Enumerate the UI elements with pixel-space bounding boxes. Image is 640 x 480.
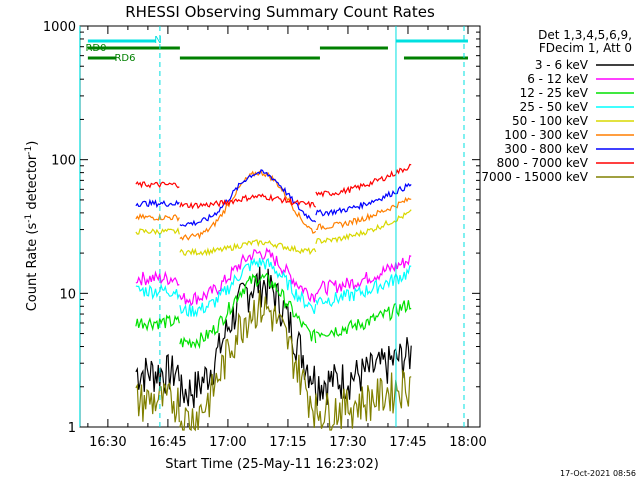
- series-line: [135, 212, 180, 222]
- flag-label: RD0: [85, 43, 106, 54]
- y-tick-label: 10: [59, 287, 76, 302]
- series-line: [135, 282, 180, 301]
- timestamp: 17-Oct-2021 08:56: [560, 469, 636, 478]
- y-axis-label-sup1: -1: [24, 214, 34, 223]
- flag-label: N: [154, 35, 161, 46]
- series-line: [315, 254, 412, 297]
- y-tick-label: 1: [68, 421, 76, 436]
- legend: Det 1,3,4,5,6,9, FDecim 1, Att 0 3 - 6 k…: [481, 28, 634, 184]
- series-line: [179, 257, 317, 318]
- series-line: [315, 163, 412, 198]
- series-line: [315, 196, 412, 231]
- plot-frame: [79, 25, 481, 428]
- series-line: [135, 382, 180, 423]
- series-layer: [135, 163, 412, 432]
- series-line: [135, 227, 180, 236]
- series-line: [315, 337, 412, 406]
- x-tick-label: 16:30: [89, 435, 126, 450]
- series-line: [315, 300, 412, 339]
- y-axis-label-main: Count Rate (s: [25, 223, 40, 312]
- legend-entry-label: 25 - 50 keV: [520, 100, 589, 114]
- plot-area: [79, 25, 481, 428]
- legend-entry-label: 6 - 12 keV: [527, 72, 589, 86]
- y-axis-label-mid: detector: [25, 154, 40, 214]
- series-line: [135, 270, 180, 286]
- series-line: [315, 209, 412, 244]
- vline-layer: [79, 26, 465, 427]
- x-axis: 16:30 16:45 17:00 17:15 17:30 17:45 18:00: [87, 26, 487, 450]
- series-line: [179, 266, 317, 409]
- y-axis-label-end: ): [25, 141, 40, 146]
- legend-entry-label: 100 - 300 keV: [504, 128, 588, 142]
- y-axis: 1 10 100 1000: [43, 20, 480, 436]
- series-line: [135, 180, 180, 189]
- flag-label: RD6: [114, 53, 135, 64]
- series-line: [179, 247, 317, 307]
- legend-entry-label: 3 - 6 keV: [535, 58, 589, 72]
- legend-entry-label: 800 - 7000 keV: [497, 156, 589, 170]
- series-line: [179, 239, 317, 257]
- x-tick-label: 17:00: [209, 435, 246, 450]
- y-axis-label: Count Rate (s-1 detector-1): [24, 141, 40, 312]
- series-line: [179, 169, 317, 227]
- x-tick-label: 17:30: [329, 435, 366, 450]
- legend-header-line1: Det 1,3,4,5,6,9,: [538, 28, 632, 42]
- legend-entry-label: 12 - 25 keV: [520, 86, 589, 100]
- series-line: [315, 369, 412, 431]
- legend-entry-label: 7000 - 15000 keV: [481, 170, 588, 184]
- x-tick-label: 18:00: [449, 435, 486, 450]
- series-line: [315, 182, 412, 217]
- series-line: [179, 193, 317, 210]
- legend-entry-label: 300 - 800 keV: [504, 142, 588, 156]
- x-tick-label: 16:45: [149, 435, 186, 450]
- series-line: [315, 265, 412, 308]
- flag-layer: RD0 RD6 N: [85, 35, 468, 64]
- legend-header-line2: FDecim 1, Att 0: [539, 41, 632, 55]
- series-line: [179, 290, 317, 432]
- legend-entry-label: 50 - 100 keV: [512, 114, 589, 128]
- series-line: [135, 314, 180, 332]
- series-line: [179, 272, 317, 350]
- y-tick-label: 1000: [43, 20, 76, 35]
- series-line: [135, 198, 180, 209]
- y-tick-label: 100: [51, 154, 76, 169]
- chart-title: RHESSI Observing Summary Count Rates: [125, 3, 435, 21]
- series-line: [135, 353, 180, 394]
- x-tick-label: 17:15: [269, 435, 306, 450]
- y-axis-label-sup2: -1: [24, 146, 34, 155]
- x-tick-label: 17:45: [389, 435, 426, 450]
- x-axis-label: Start Time (25-May-11 16:23:02): [165, 457, 379, 472]
